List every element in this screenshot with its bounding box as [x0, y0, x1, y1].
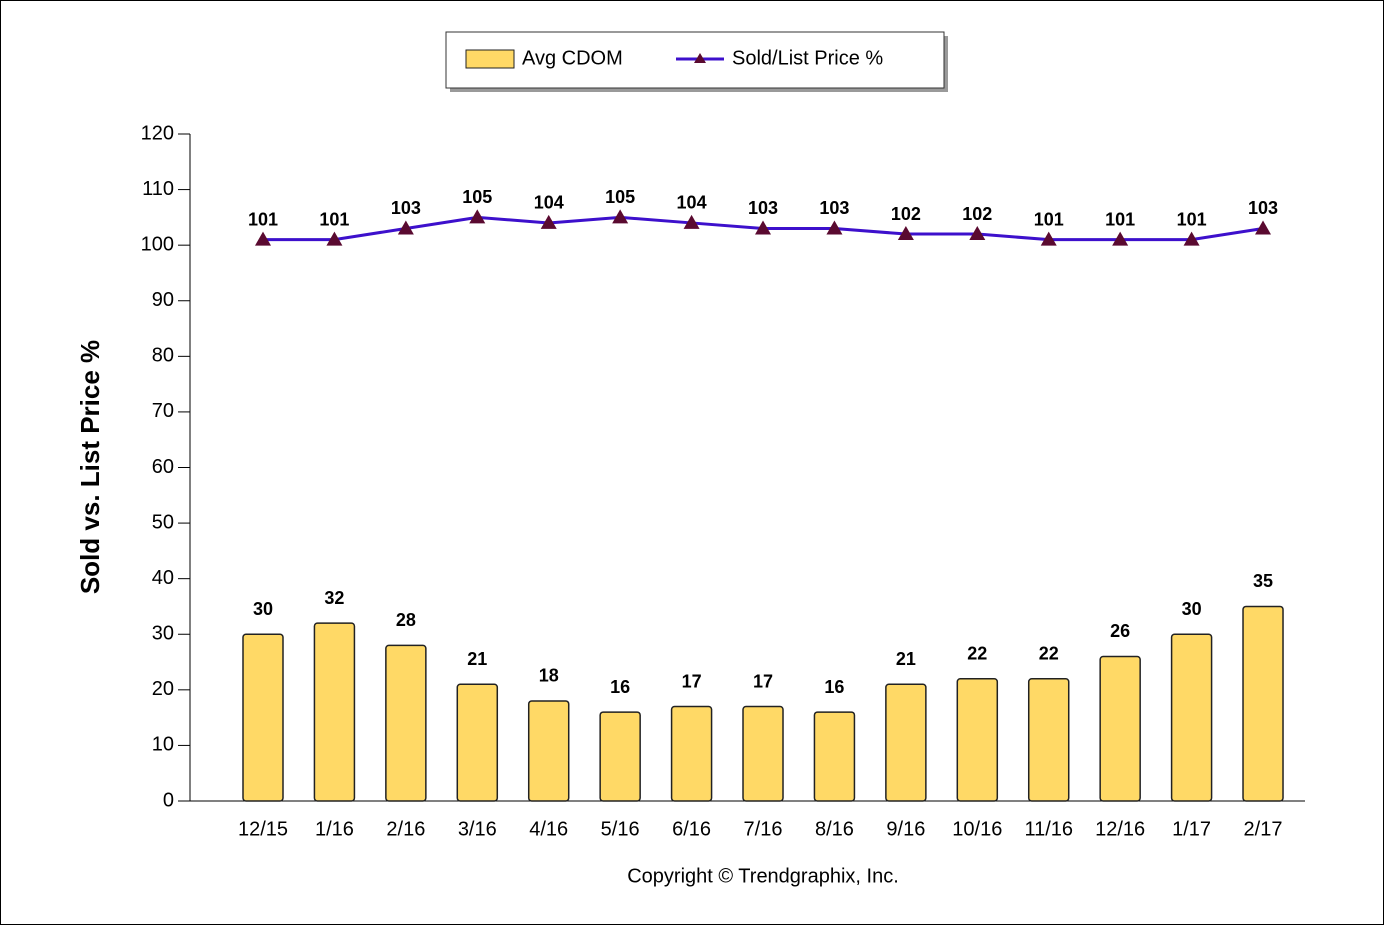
- bar-value-label: 30: [1182, 599, 1202, 619]
- line-value-label: 101: [1177, 209, 1207, 229]
- line-marker: [612, 209, 629, 224]
- bar-value-label: 26: [1110, 621, 1130, 641]
- line-marker: [469, 209, 486, 224]
- y-tick-label: 50: [152, 511, 174, 533]
- y-tick-label: 80: [152, 345, 174, 367]
- y-tick-label: 60: [152, 456, 174, 478]
- line-marker: [826, 220, 843, 235]
- bar: [813, 711, 856, 802]
- y-tick-label: 100: [141, 233, 174, 255]
- line-marker: [1183, 231, 1200, 246]
- y-tick-label: 40: [152, 567, 174, 589]
- bar: [885, 683, 927, 802]
- y-tick-label: 20: [152, 678, 174, 700]
- x-tick-label: 5/16: [601, 818, 640, 840]
- line-value-label: 104: [677, 193, 707, 213]
- x-tick-label: 2/17: [1244, 818, 1283, 840]
- line-marker: [540, 214, 557, 229]
- x-tick-label: 6/16: [672, 818, 711, 840]
- x-tick-label: 2/16: [386, 818, 425, 840]
- bar-value-label: 17: [682, 671, 702, 691]
- legend-marker: [694, 53, 706, 63]
- x-tick-label: 12/16: [1095, 818, 1145, 840]
- line-marker: [897, 226, 914, 241]
- bar-value-label: 32: [324, 588, 344, 608]
- line-value-label: 102: [962, 204, 992, 224]
- line-value-label: 103: [819, 198, 849, 218]
- y-tick-label: 30: [152, 623, 174, 645]
- line-marker: [969, 226, 986, 241]
- bar: [456, 683, 499, 802]
- x-tick-label: 9/16: [886, 818, 925, 840]
- bar: [599, 711, 641, 802]
- line-marker: [255, 231, 271, 246]
- x-tick-label: 4/16: [529, 818, 568, 840]
- y-tick-label: 110: [142, 178, 174, 200]
- line-value-label: 103: [391, 198, 421, 218]
- y-axis-label: Sold vs. List Price %: [75, 340, 105, 594]
- y-tick-label: 70: [152, 400, 174, 422]
- bar-value-label: 16: [610, 677, 630, 697]
- line-value-label: 105: [605, 187, 635, 207]
- bar: [742, 705, 784, 802]
- line-value-label: 102: [891, 204, 921, 224]
- bar-value-label: 22: [1039, 643, 1059, 663]
- bar: [956, 677, 999, 802]
- x-tick-label: 7/16: [744, 818, 783, 840]
- bar-value-label: 21: [467, 649, 487, 669]
- legend-label: Avg CDOM: [522, 47, 623, 69]
- x-tick-label: 11/16: [1024, 818, 1073, 840]
- y-tick-label: 120: [141, 122, 174, 144]
- line-value-label: 103: [748, 198, 778, 218]
- bar-value-label: 22: [967, 643, 987, 663]
- legend-swatch: [465, 49, 515, 69]
- y-tick-label: 0: [163, 789, 174, 811]
- x-tick-label: 3/16: [458, 818, 497, 840]
- bar: [1027, 677, 1070, 802]
- bar-value-label: 30: [253, 599, 273, 619]
- line-marker: [1112, 231, 1129, 246]
- bar: [313, 622, 356, 802]
- x-tick-label: 8/16: [815, 818, 854, 840]
- line-value-label: 101: [248, 209, 278, 229]
- line-marker: [755, 220, 772, 235]
- bar: [670, 705, 713, 802]
- bar: [1099, 655, 1141, 802]
- x-tick-label: 10/16: [952, 818, 1002, 840]
- bar-value-label: 35: [1253, 571, 1273, 591]
- y-tick-label: 90: [152, 289, 174, 311]
- line-marker: [1040, 231, 1057, 246]
- bar: [527, 700, 570, 802]
- x-tick-label: 1/16: [315, 818, 354, 840]
- y-tick-label: 10: [152, 734, 174, 756]
- bar: [242, 633, 284, 802]
- legend-label: Sold/List Price %: [732, 47, 883, 69]
- bar: [385, 644, 427, 802]
- bar-value-label: 28: [396, 610, 416, 630]
- line-value-label: 104: [534, 193, 564, 213]
- bar-value-label: 17: [753, 671, 773, 691]
- line-value-label: 101: [1034, 209, 1064, 229]
- line-value-label: 101: [1105, 209, 1135, 229]
- bar: [1242, 605, 1284, 802]
- line-marker: [683, 214, 700, 229]
- footer: Copyright © Trendgraphix, Inc.: [627, 865, 899, 887]
- x-tick-label: 12/15: [238, 818, 288, 840]
- bar-value-label: 18: [539, 666, 559, 686]
- bar-value-label: 16: [824, 677, 844, 697]
- line-value-label: 101: [319, 209, 349, 229]
- bar-value-label: 21: [896, 649, 916, 669]
- legend: Avg CDOM Sold/List Price %: [445, 31, 945, 89]
- line-marker: [1255, 220, 1272, 235]
- line-marker: [397, 220, 414, 235]
- line-value-label: 103: [1248, 198, 1278, 218]
- line-marker: [326, 231, 343, 246]
- x-tick-label: 1/17: [1172, 818, 1211, 840]
- line-value-label: 105: [462, 187, 492, 207]
- bar: [1170, 633, 1213, 802]
